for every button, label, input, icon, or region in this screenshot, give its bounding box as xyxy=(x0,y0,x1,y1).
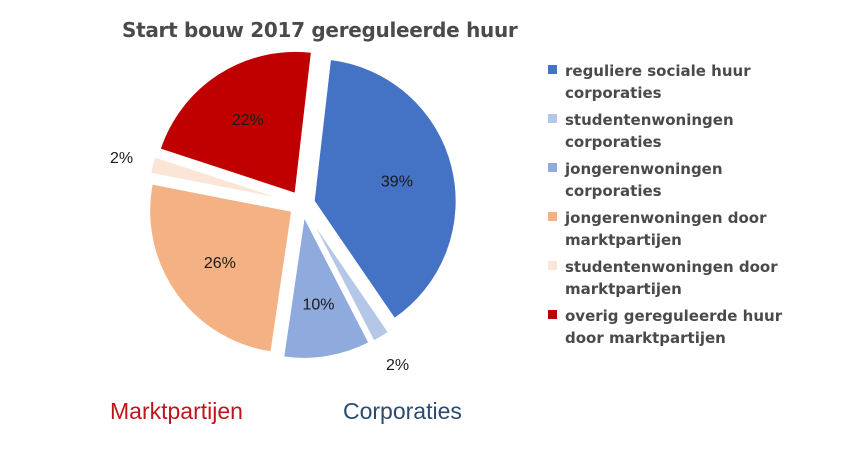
slice-data-label: 10% xyxy=(303,296,335,313)
slice-data-label: 26% xyxy=(204,255,236,272)
legend-item: jongerenwoningen door marktpartijen xyxy=(548,207,848,251)
legend-swatch xyxy=(548,310,557,319)
slice-data-label: 2% xyxy=(386,357,409,374)
legend-label: studentenwoningen corporaties xyxy=(565,111,734,151)
chart-title: Start bouw 2017 gereguleerde huur xyxy=(122,18,518,42)
pie-slice xyxy=(282,212,371,360)
legend-swatch xyxy=(548,261,557,270)
legend-label: overig gereguleerde huur door marktparti… xyxy=(565,307,783,347)
pie-slice xyxy=(148,155,291,202)
legend-item: studentenwoningen corporaties xyxy=(548,109,848,153)
pie-slice xyxy=(307,213,391,343)
legend-label: reguliere sociale huur corporaties xyxy=(565,62,751,102)
slice-data-label: 2% xyxy=(110,150,133,167)
pie-slice xyxy=(312,57,458,321)
legend-swatch xyxy=(548,212,557,221)
legend-item: reguliere sociale huur corporaties xyxy=(548,60,848,104)
slice-data-label: 39% xyxy=(381,173,413,190)
legend-swatch xyxy=(548,65,557,74)
legend-swatch xyxy=(548,114,557,123)
legend-item: jongerenwoningen corporaties xyxy=(548,158,848,202)
pie-slice xyxy=(158,49,314,196)
legend-label: jongerenwoningen door marktpartijen xyxy=(565,209,767,249)
legend-label: studentenwoningen door marktpartijen xyxy=(565,258,778,298)
legend-item: studentenwoningen door marktpartijen xyxy=(548,256,848,300)
legend-label: jongerenwoningen corporaties xyxy=(565,160,723,200)
group-label-marktpartijen: Marktpartijen xyxy=(110,398,243,424)
legend: reguliere sociale huur corporaties stude… xyxy=(548,60,848,354)
pie-slice xyxy=(148,182,294,354)
slice-data-label: 22% xyxy=(232,112,264,129)
legend-swatch xyxy=(548,163,557,172)
group-label-corporaties: Corporaties xyxy=(343,398,462,424)
legend-item: overig gereguleerde huur door marktparti… xyxy=(548,305,848,349)
